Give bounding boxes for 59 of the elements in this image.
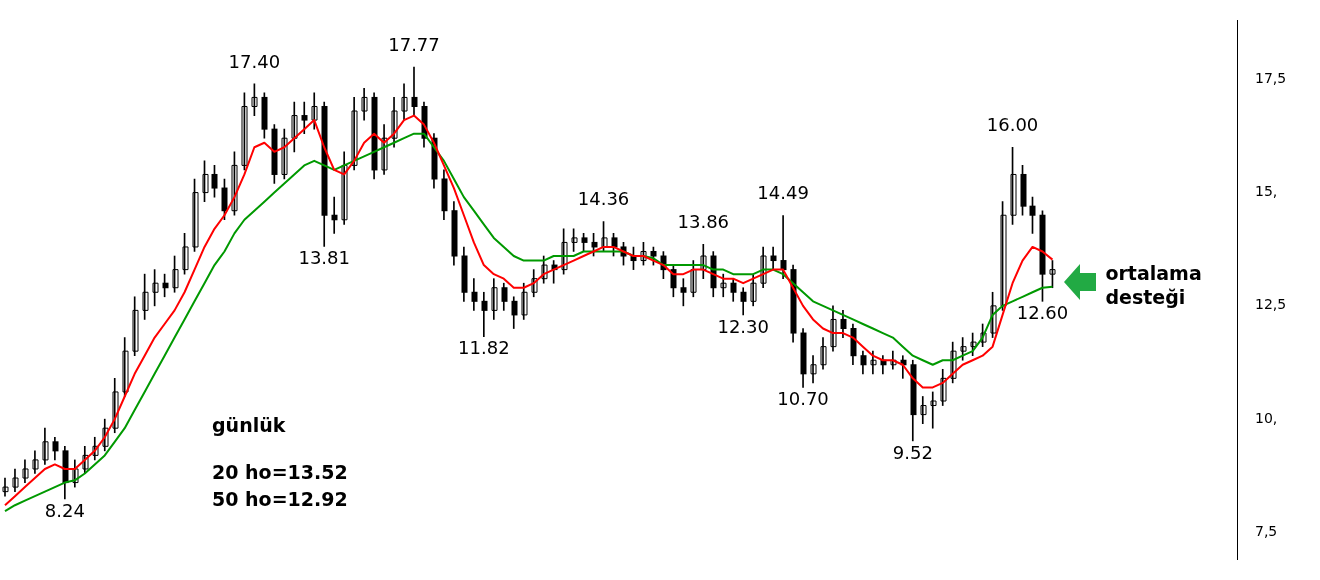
annotation: 14.36	[577, 188, 630, 210]
annotation: 14.49	[757, 182, 809, 204]
candlestick	[950, 341, 957, 384]
candlestick	[361, 88, 368, 121]
candlestick	[291, 101, 298, 153]
annotation: günlük	[212, 414, 286, 437]
candlestick	[820, 337, 827, 370]
candlestick	[341, 151, 348, 225]
candlestick	[132, 296, 139, 357]
annotation: 11.82	[458, 337, 510, 359]
annotation: 12.60	[1016, 302, 1069, 323]
annotation: 50 ho=12.92	[212, 488, 348, 511]
candlestick	[112, 378, 119, 434]
annotation: 8.24	[44, 499, 85, 521]
y-tick-label: 7,5	[1255, 523, 1278, 540]
candlestick	[351, 97, 358, 171]
annotation: 10.70	[777, 388, 829, 410]
candlestick	[281, 128, 288, 180]
annotation: 17.77	[388, 33, 440, 55]
candlestick	[391, 97, 398, 148]
candlestick	[690, 260, 697, 298]
candlestick	[42, 427, 49, 465]
candlestick	[12, 468, 19, 492]
candlestick	[2, 477, 9, 497]
candlestick	[521, 282, 528, 320]
y-tick-label: 10,	[1255, 409, 1278, 426]
candlestick	[890, 350, 897, 370]
candlestick	[810, 355, 817, 384]
candlestick	[920, 396, 927, 424]
candlestick	[940, 368, 947, 406]
annotation: 13.86	[677, 210, 730, 232]
candlestick	[381, 124, 388, 175]
candlestick	[531, 269, 538, 298]
candlestick	[541, 255, 548, 284]
candlestick	[700, 243, 707, 279]
candlestick	[311, 92, 318, 130]
candlestick	[491, 278, 498, 320]
candlestick	[72, 459, 79, 488]
candlestick	[32, 450, 39, 474]
annotation: 16.00	[986, 113, 1039, 135]
annotation: ortalama desteği	[1105, 261, 1202, 308]
candlestick	[760, 246, 767, 289]
annotation: 17.40	[228, 50, 281, 72]
candlestick	[122, 337, 129, 397]
annotation: 9.52	[892, 441, 933, 463]
candlestick	[830, 305, 837, 352]
candlestick	[750, 273, 757, 307]
candlestick	[930, 391, 937, 429]
candlestick	[102, 418, 109, 452]
annotation: 20 ho=13.52	[212, 461, 348, 484]
y-tick-label: 15,	[1255, 183, 1278, 200]
y-tick-label: 17,5	[1255, 69, 1287, 86]
annotation: 12.30	[717, 315, 769, 337]
candlestick	[720, 273, 727, 298]
candlestick	[870, 350, 877, 375]
annotation: 13.81	[298, 247, 350, 269]
candlestick	[401, 83, 408, 121]
candlestick	[22, 459, 29, 483]
y-tick-label: 12,5	[1255, 296, 1287, 313]
